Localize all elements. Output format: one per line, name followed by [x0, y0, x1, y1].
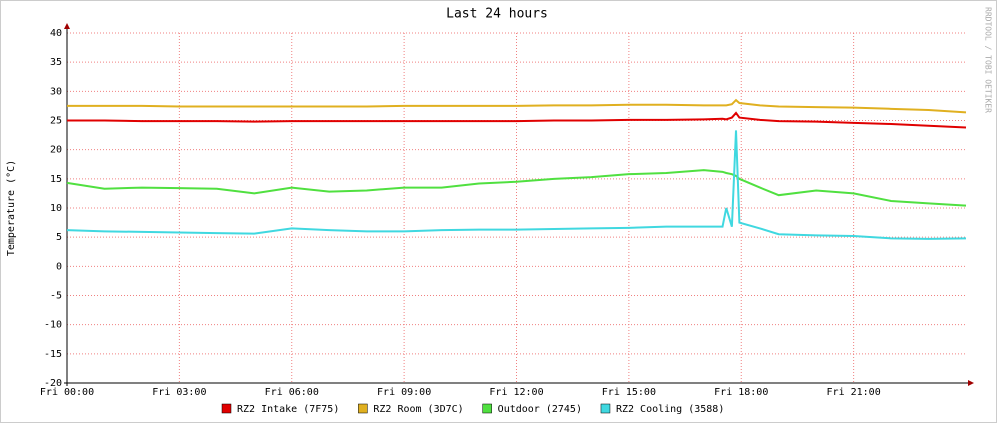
y-tick-label: 25	[50, 116, 62, 127]
x-tick-label: Fri 18:00	[714, 387, 768, 398]
x-axis-arrow	[968, 380, 974, 386]
legend-swatch	[221, 403, 232, 414]
y-tick-label: -15	[44, 349, 62, 360]
x-tick-label: Fri 21:00	[827, 387, 881, 398]
x-tick-label: Fri 00:00	[40, 387, 94, 398]
y-axis-label: Temperature (°C)	[6, 160, 17, 256]
y-tick-label: 20	[50, 145, 62, 156]
y-tick-label: 0	[56, 261, 62, 272]
legend-swatch	[358, 403, 368, 414]
y-tick-label: 40	[50, 28, 62, 39]
y-tick-label: 30	[50, 86, 62, 97]
watermark: RRDTOOL / TOBI OETIKER	[984, 7, 993, 113]
y-tick-label: 5	[56, 232, 62, 243]
series-line	[67, 111, 967, 129]
x-tick-label: Fri 09:00	[377, 387, 431, 398]
y-tick-label: 10	[50, 203, 62, 214]
y-tick-label: -5	[50, 291, 62, 302]
y-tick-label: -20	[44, 378, 62, 389]
chart-title: Last 24 hours	[446, 7, 548, 22]
series-line	[66, 130, 967, 240]
x-tick-label: Fri 06:00	[265, 387, 319, 398]
y-tick-label: -10	[44, 320, 62, 331]
legend-swatch	[482, 403, 492, 414]
x-tick-label: Fri 15:00	[602, 387, 656, 398]
x-tick-label: Fri 03:00	[152, 387, 206, 398]
y-axis-arrow	[64, 23, 70, 29]
legend-label: RZ2 Intake (7F75)	[237, 404, 339, 415]
legend-label: RZ2 Room (3D7C)	[373, 404, 463, 415]
x-tick-label: Fri 12:00	[489, 387, 543, 398]
y-tick-label: 35	[50, 57, 62, 68]
series-line	[66, 169, 967, 207]
legend-swatch	[600, 403, 611, 414]
legend-label: Outdoor (2745)	[498, 404, 582, 415]
series-line	[67, 98, 967, 114]
y-tick-label: 15	[50, 174, 62, 185]
legend-label: RZ2 Cooling (3588)	[616, 404, 724, 415]
